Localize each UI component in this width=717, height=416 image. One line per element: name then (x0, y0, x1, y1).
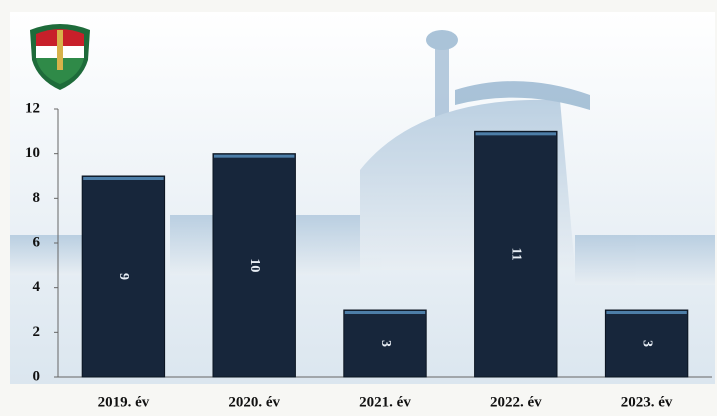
bar (212, 153, 296, 378)
data-label: 10 (247, 258, 262, 272)
y-tick-label: 12 (25, 100, 40, 116)
logo (30, 24, 90, 90)
bar-highlight (606, 311, 687, 314)
y-tick-label: 2 (33, 324, 41, 340)
data-label: 11 (509, 248, 524, 261)
data-label: 9 (116, 273, 131, 280)
data-label: 3 (378, 340, 393, 347)
y-tick-label: 6 (33, 234, 41, 250)
x-tick-label: 2019. év (98, 394, 150, 410)
data-label: 3 (639, 340, 654, 347)
x-tick-label: 2022. év (490, 394, 542, 410)
y-tick-label: 10 (25, 145, 40, 161)
bar-highlight (83, 177, 164, 180)
bar-highlight (475, 132, 557, 136)
y-tick-label: 4 (33, 279, 41, 295)
bar (81, 175, 166, 378)
bar-highlight (213, 154, 295, 158)
x-tick-label: 2023. év (621, 394, 673, 410)
y-tick-label: 8 (33, 190, 41, 206)
bar-highlight (344, 311, 426, 314)
y-tick-label: 0 (33, 368, 41, 384)
bar (474, 130, 558, 378)
x-tick-label: 2020. év (228, 394, 280, 410)
bar (343, 309, 427, 378)
x-tick-label: 2021. év (359, 394, 411, 410)
bar (604, 309, 689, 378)
